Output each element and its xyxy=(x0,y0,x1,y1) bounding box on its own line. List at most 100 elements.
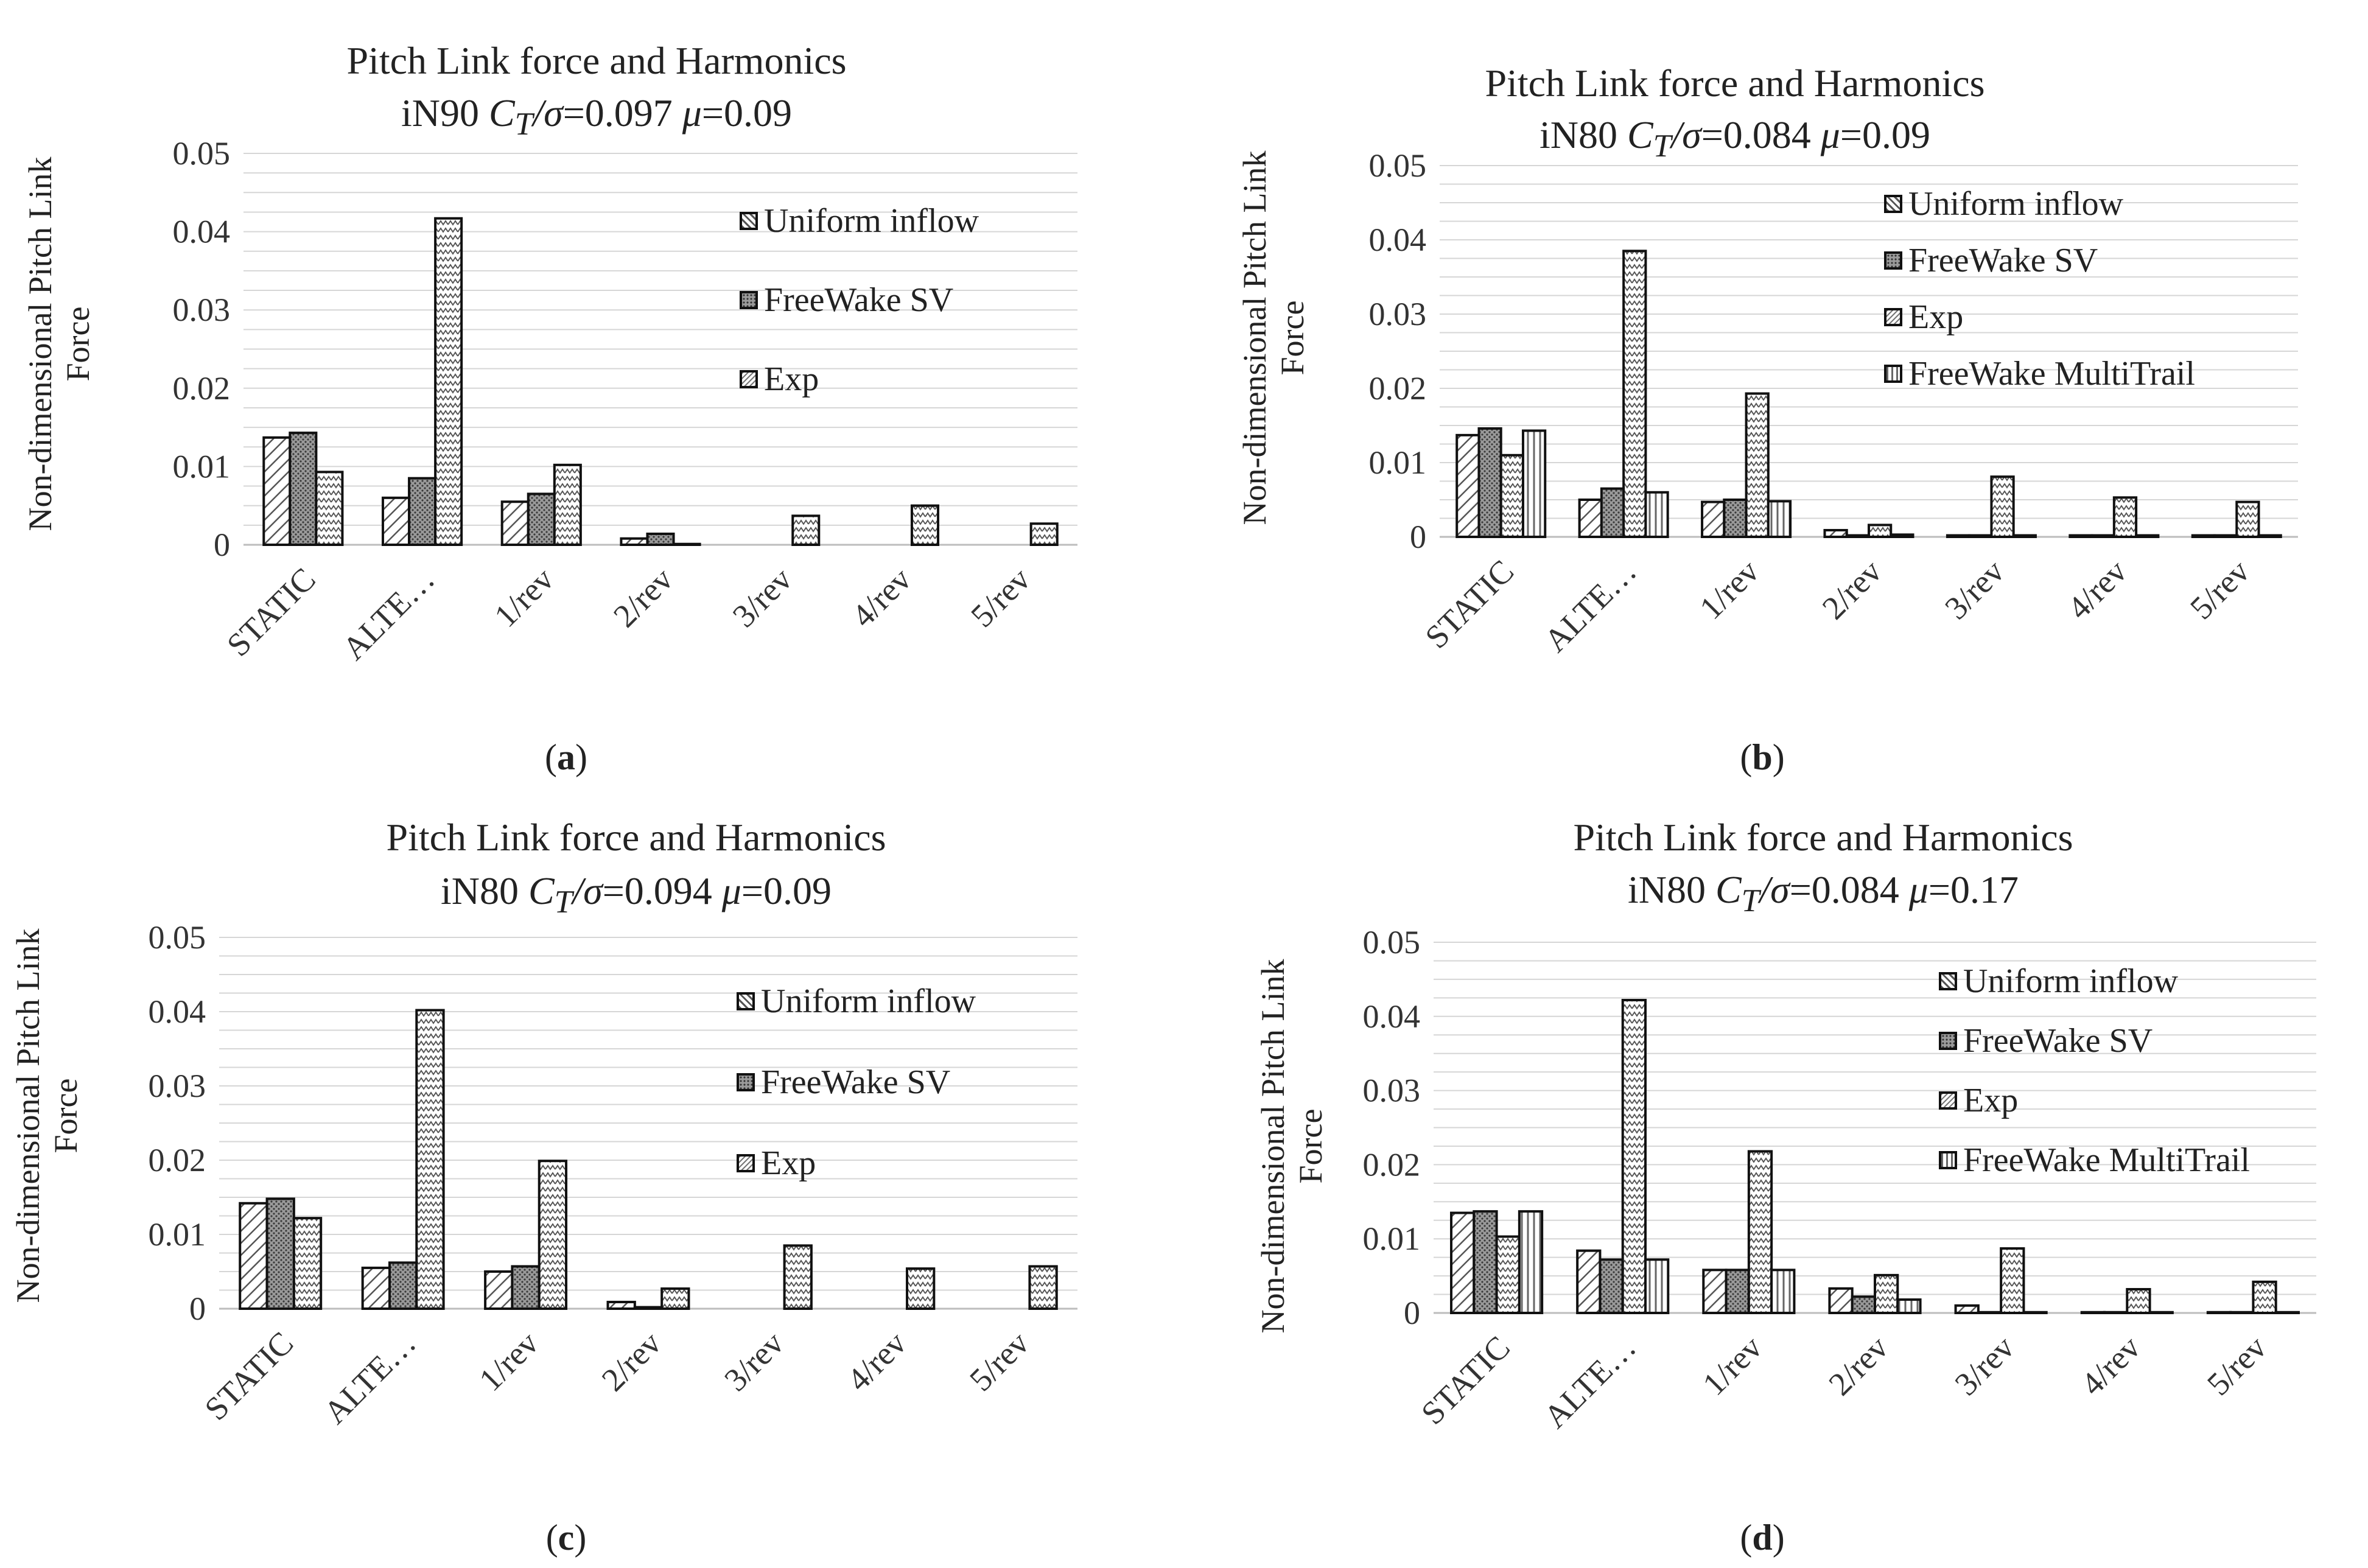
pattern-zigzag-swatch-icon xyxy=(1884,307,1902,326)
bar-exp xyxy=(1621,999,1647,1314)
bar-freewake-sv xyxy=(511,1265,541,1311)
x-category-label: 5/rev xyxy=(2200,1329,2274,1402)
chart-panel-a: Pitch Link force and Harmonics iN90 CT/σ… xyxy=(0,0,1184,784)
x-category-label: 5/rev xyxy=(2183,553,2257,626)
bar-uniform-inflow xyxy=(606,1301,636,1311)
pattern-zigzag-swatch-icon xyxy=(1939,1091,1957,1110)
panel-caption: (a) xyxy=(545,737,587,777)
legend-item-freewake-sv: FreeWake SV xyxy=(740,261,979,340)
subtitle-mu-value: =0.09 xyxy=(701,91,792,135)
pattern-dots-swatch-icon xyxy=(740,291,758,309)
bar-uniform-inflow xyxy=(361,1266,391,1311)
bar-freewake-multitrail xyxy=(2257,534,2282,538)
bar-freewake-sv xyxy=(265,1197,295,1310)
subtitle-ct: C xyxy=(1627,113,1653,156)
y-tick-label: 0.04 xyxy=(1363,998,1421,1035)
legend-item-uniform-inflow: Uniform inflow xyxy=(1884,175,2195,232)
y-tick-label: 0.03 xyxy=(149,1068,206,1104)
bar-uniform-inflow xyxy=(262,436,292,546)
bar-freewake-multitrail xyxy=(1770,1269,1796,1315)
chart-subtitle: iN80 CT/σ=0.084 μ=0.09 xyxy=(1339,116,2131,162)
bar-chart-d: 0 0.01 0.02 0.03 0.04 0.05 STATIC ALTE… 1/rev 2/r… xyxy=(1363,924,2316,1435)
bar-uniform-inflow xyxy=(1578,499,1603,538)
bar-freewake-sv xyxy=(289,432,318,546)
x-category-label: ALTE… xyxy=(317,1325,423,1431)
bar-freewake-multitrail xyxy=(1767,500,1792,539)
subtitle-model: iN80 xyxy=(1627,868,1706,911)
x-category-label: STATIC xyxy=(198,1325,301,1427)
bar-exp xyxy=(783,1244,813,1310)
bar-freewake-multitrail xyxy=(2022,1311,2048,1314)
bar-uniform-inflow xyxy=(1954,1304,1980,1315)
bar-freewake-sv xyxy=(646,532,675,546)
subtitle-mu-value: =0.17 xyxy=(1928,868,2019,911)
subtitle-sigma: /σ xyxy=(572,869,603,912)
chart-panel-b: Pitch Link force and Harmonics iN80 CT/σ… xyxy=(1184,0,2368,784)
subtitle-ct: C xyxy=(488,91,515,135)
bar-exp xyxy=(1747,1150,1773,1314)
y-tick-label: 0.03 xyxy=(1363,1073,1421,1109)
bar-chart-a: 0 0.01 0.02 0.03 0.04 0.05 STATIC ALTE… 1/rev 2/r… xyxy=(173,135,1077,667)
x-category-label: 2/rev xyxy=(595,1325,668,1398)
bar-exp xyxy=(2252,1280,2277,1314)
bar-freewake-multitrail xyxy=(1644,491,1669,538)
bar-exp xyxy=(2235,500,2260,538)
y-tick-label: 0.04 xyxy=(173,214,231,250)
bar-exp xyxy=(1622,250,1647,538)
bar-uniform-inflow xyxy=(620,537,649,546)
bar-exp xyxy=(1990,475,2015,538)
pattern-dots-swatch-icon xyxy=(1939,1032,1957,1050)
y-tick-label: 0.05 xyxy=(149,919,206,956)
legend: Uniform inflow FreeWake SV Exp xyxy=(740,181,979,419)
bar-exp xyxy=(1029,522,1059,547)
bar-uniform-inflow xyxy=(2068,534,2093,538)
x-category-label: ALTE… xyxy=(1536,1329,1643,1435)
x-category-label: 4/rev xyxy=(845,561,919,634)
bar-freewake-multitrail xyxy=(2135,534,2160,538)
subtitle-mu: μ xyxy=(1908,868,1928,911)
bar-freewake-sv xyxy=(2090,534,2115,538)
legend-item-uniform-inflow: Uniform inflow xyxy=(1939,951,2250,1011)
subtitle-ct-value: =0.084 xyxy=(1701,113,1811,156)
x-category-label: 4/rev xyxy=(2061,553,2134,626)
pattern-diag-swatch-icon xyxy=(1939,972,1957,990)
bar-freewake-sv xyxy=(1473,1210,1498,1314)
bar-freewake-multitrail xyxy=(1521,429,1547,538)
bar-exp xyxy=(434,217,463,547)
bar-freewake-sv xyxy=(1968,534,1993,538)
bar-uniform-inflow xyxy=(1455,433,1480,538)
x-category-label: 1/rev xyxy=(472,1325,545,1398)
x-category-label: STATIC xyxy=(1418,553,1521,656)
y-tick-label: 0.01 xyxy=(1363,1220,1421,1257)
bar-freewake-multitrail xyxy=(2148,1311,2174,1314)
bar-uniform-inflow xyxy=(2080,1311,2106,1314)
x-category-label: 5/rev xyxy=(962,1325,1036,1398)
bar-uniform-inflow xyxy=(484,1270,514,1310)
x-category-label: 5/rev xyxy=(964,561,1037,634)
subtitle-model: iN90 xyxy=(401,91,479,135)
legend: Uniform inflow FreeWake SV Exp xyxy=(737,961,976,1203)
bar-freewake-sv xyxy=(388,1261,418,1310)
subtitle-ct-sub: T xyxy=(1741,881,1760,919)
panel-caption: (b) xyxy=(1740,737,1785,777)
bar-exp xyxy=(1495,1235,1521,1315)
bar-freewake-multitrail xyxy=(1644,1258,1670,1315)
x-category-label: 4/rev xyxy=(2074,1329,2148,1402)
bar-freewake-sv xyxy=(2213,534,2238,538)
pattern-diag-swatch-icon xyxy=(740,212,758,230)
bar-uniform-inflow xyxy=(1702,1269,1728,1315)
x-category-label: 3/rev xyxy=(1938,553,2011,626)
legend: Uniform inflow FreeWake SV Exp FreeWake … xyxy=(1884,175,2195,402)
legend-item-exp: Exp xyxy=(1884,289,2195,345)
bar-freewake-multitrail xyxy=(2274,1311,2300,1314)
bar-uniform-inflow xyxy=(500,500,530,547)
bar-uniform-inflow xyxy=(1701,500,1726,538)
legend-item-exp: Exp xyxy=(1939,1071,2250,1130)
bar-exp xyxy=(292,1217,323,1310)
bar-freewake-multitrail xyxy=(1890,533,1914,539)
y-tick-label: 0.01 xyxy=(1369,444,1427,481)
bar-freewake-multitrail xyxy=(1518,1210,1544,1314)
bar-chart-c: 0 0.01 0.02 0.03 0.04 0.05 STATIC ALTE… 1/rev 2/r… xyxy=(149,919,1077,1431)
y-tick-label: 0 xyxy=(189,1290,206,1327)
y-tick-label: 0 xyxy=(214,527,230,563)
